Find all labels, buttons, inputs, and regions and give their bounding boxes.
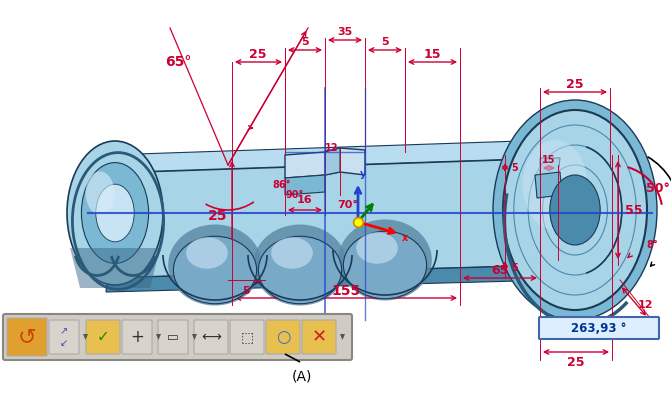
Ellipse shape	[86, 172, 114, 215]
Polygon shape	[285, 148, 365, 178]
Text: ✓: ✓	[97, 330, 109, 345]
Text: 35: 35	[338, 27, 353, 37]
Text: 15: 15	[423, 49, 441, 62]
Text: ⟷: ⟷	[201, 330, 221, 344]
Text: 263,93 °: 263,93 °	[571, 322, 627, 334]
Ellipse shape	[253, 224, 347, 306]
Text: 25: 25	[208, 209, 227, 223]
Ellipse shape	[356, 232, 398, 264]
FancyBboxPatch shape	[158, 320, 188, 354]
Polygon shape	[285, 175, 325, 195]
Text: 16: 16	[297, 195, 313, 205]
Text: ○: ○	[276, 328, 291, 346]
FancyBboxPatch shape	[539, 317, 659, 339]
Text: 70°: 70°	[338, 200, 358, 210]
Text: (A): (A)	[292, 369, 312, 383]
Ellipse shape	[81, 163, 148, 263]
Text: 65°: 65°	[165, 55, 191, 69]
Text: x: x	[402, 233, 408, 243]
Text: 12: 12	[637, 300, 653, 310]
Ellipse shape	[168, 224, 262, 306]
Polygon shape	[70, 248, 160, 288]
Ellipse shape	[493, 100, 657, 320]
Text: 25: 25	[249, 49, 267, 62]
Polygon shape	[540, 158, 560, 175]
Text: 55: 55	[625, 203, 643, 217]
Text: 12: 12	[325, 143, 339, 153]
FancyBboxPatch shape	[7, 318, 47, 356]
Text: 86°: 86°	[272, 180, 291, 190]
Ellipse shape	[523, 140, 587, 230]
Text: ↗
↙: ↗ ↙	[60, 326, 68, 348]
Polygon shape	[107, 158, 560, 278]
FancyBboxPatch shape	[302, 320, 336, 354]
Text: 5: 5	[381, 37, 389, 47]
Text: 25: 25	[567, 355, 584, 369]
Text: 15: 15	[542, 155, 556, 165]
Text: 25: 25	[566, 78, 584, 90]
Polygon shape	[106, 265, 558, 292]
Polygon shape	[83, 334, 88, 340]
Text: 8°: 8°	[646, 240, 658, 250]
Ellipse shape	[344, 231, 427, 299]
Text: ⬚: ⬚	[240, 330, 254, 344]
Text: 90°: 90°	[286, 190, 304, 200]
Ellipse shape	[271, 237, 313, 269]
Text: 65: 65	[491, 263, 509, 277]
FancyBboxPatch shape	[194, 320, 228, 354]
Polygon shape	[108, 140, 560, 173]
Ellipse shape	[173, 236, 256, 304]
Text: y: y	[360, 169, 366, 179]
Polygon shape	[156, 334, 161, 340]
FancyBboxPatch shape	[266, 320, 300, 354]
Text: 5: 5	[301, 37, 309, 47]
Ellipse shape	[258, 236, 342, 304]
Text: 50°: 50°	[646, 181, 670, 195]
Text: 5: 5	[511, 263, 519, 273]
Polygon shape	[192, 334, 197, 340]
Polygon shape	[340, 334, 345, 340]
Ellipse shape	[186, 237, 227, 269]
Text: +: +	[130, 328, 144, 346]
Text: ▭: ▭	[167, 330, 179, 343]
Text: ↺: ↺	[17, 327, 36, 347]
FancyBboxPatch shape	[122, 320, 152, 354]
Text: 155: 155	[331, 284, 360, 298]
FancyBboxPatch shape	[86, 320, 120, 354]
Text: ✕: ✕	[311, 328, 327, 346]
FancyBboxPatch shape	[49, 320, 79, 354]
FancyBboxPatch shape	[230, 320, 264, 354]
Ellipse shape	[550, 175, 600, 245]
FancyBboxPatch shape	[3, 314, 352, 360]
Text: 5: 5	[242, 286, 250, 296]
Ellipse shape	[338, 220, 432, 300]
Polygon shape	[535, 172, 562, 198]
Text: 5: 5	[511, 163, 519, 173]
Polygon shape	[325, 148, 340, 175]
Ellipse shape	[67, 141, 163, 285]
Ellipse shape	[96, 184, 134, 242]
Ellipse shape	[503, 110, 647, 310]
